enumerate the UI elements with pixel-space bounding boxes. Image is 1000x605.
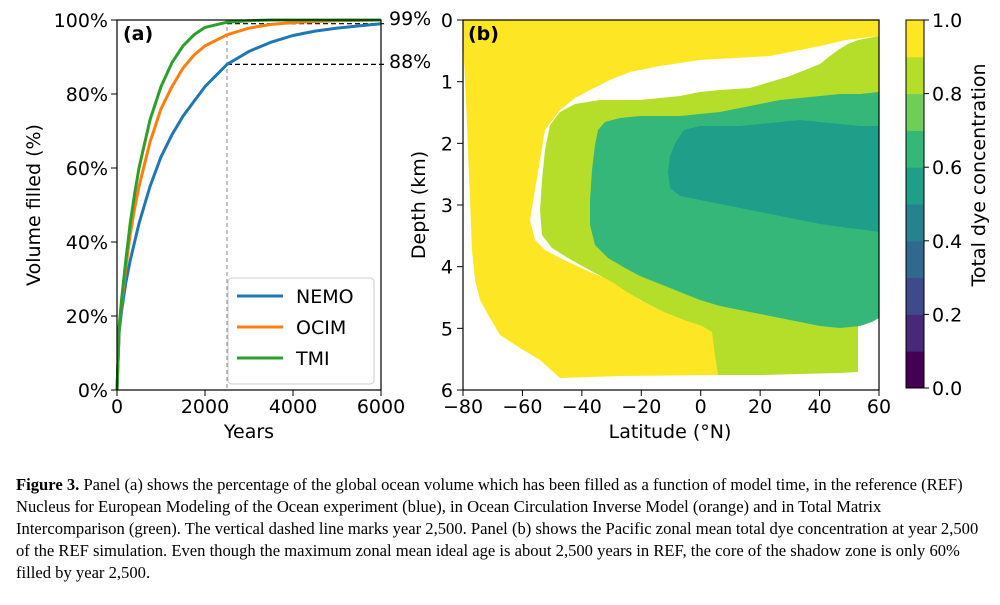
y-tick-label: 80% — [66, 84, 108, 106]
colorbar-segment — [906, 93, 924, 131]
legend-label-ocim: OCIM — [296, 317, 346, 339]
caption-label: Figure 3. — [16, 475, 80, 494]
legend: NEMO OCIM TMI — [227, 277, 375, 385]
depth-tick-label: 6 — [441, 380, 453, 402]
caption-text: Panel (a) shows the percentage of the gl… — [16, 475, 979, 582]
lat-tick-label: 60 — [867, 396, 891, 418]
annotation-99: 99% — [389, 8, 431, 30]
colorbar-segment — [906, 56, 924, 95]
depth-tick-label: 5 — [441, 318, 453, 340]
colorbar-segment — [906, 130, 924, 168]
panel-b-xlabel: Latitude (°N) — [609, 421, 732, 443]
panel-a-ticks: 0 2000 4000 6000 0% 20% 40% 60% 80% 100% — [54, 10, 406, 418]
depth-tick-label: 0 — [441, 10, 453, 32]
colorbar-segment — [906, 351, 924, 389]
x-tick-label: 2000 — [181, 396, 229, 418]
lat-tick-label: −20 — [621, 396, 661, 418]
heatmap-region-1-0 — [463, 20, 879, 378]
lat-tick-label: −60 — [502, 396, 542, 418]
panel-a-ylabel: Volume filled (%) — [23, 124, 45, 286]
panel-a-frame — [116, 19, 382, 391]
y-tick-label: 20% — [66, 306, 108, 328]
depth-tick-label: 3 — [441, 195, 453, 217]
colorbar-tick-label: 0.4 — [932, 231, 962, 253]
panel-b-heatmap: −80 −60 −40 −20 0 20 40 60 0 1 2 3 4 5 6 (b) Latitude … — [408, 10, 990, 443]
y-tick-label: 100% — [54, 10, 108, 32]
panel-a-label: (a) — [123, 23, 153, 45]
lat-tick-label: 20 — [748, 396, 772, 418]
lat-tick-label: 0 — [695, 396, 707, 418]
panel-b-ylabel: Depth (km) — [408, 151, 430, 259]
y-tick-label: 60% — [66, 158, 108, 180]
legend-label-nemo: NEMO — [296, 286, 354, 308]
series-nemo — [115, 22, 382, 391]
colorbar-tick-label: 0.8 — [932, 84, 962, 106]
panel-a-xlabel: Years — [223, 421, 274, 443]
depth-tick-label: 2 — [441, 133, 453, 155]
x-tick-label: 6000 — [357, 396, 405, 418]
colorbar-segment — [906, 20, 924, 58]
colorbar-segment — [906, 314, 924, 352]
colorbar-segment — [906, 167, 924, 205]
lat-tick-label: 40 — [807, 396, 831, 418]
panel-a-guides — [226, 20, 385, 390]
colorbar-segment — [906, 240, 924, 279]
depth-tick-label: 1 — [441, 72, 453, 94]
y-tick-label: 40% — [66, 232, 108, 254]
colorbar-label: Total dye concentration — [968, 63, 990, 287]
colorbar-tick-label: 0.0 — [932, 378, 962, 400]
colorbar-tick-label: 0.6 — [932, 157, 962, 179]
lat-tick-label: −40 — [562, 396, 602, 418]
panel-b-ticks: −80 −60 −40 −20 0 20 40 60 0 1 2 3 4 5 6 — [441, 10, 891, 418]
figure-caption: Figure 3. Panel (a) shows the percentage… — [16, 474, 988, 584]
panel-b-label: (b) — [468, 23, 499, 45]
heatmap-region-0-7 — [668, 120, 879, 232]
colorbar-frame — [905, 19, 925, 389]
x-tick-label: 0 — [111, 396, 123, 418]
y-tick-label: 0% — [78, 380, 108, 402]
lat-tick-label: −80 — [443, 396, 483, 418]
heatmap-field — [463, 20, 879, 390]
colorbar-tick-label: 0.2 — [932, 304, 962, 326]
depth-tick-label: 4 — [441, 257, 453, 279]
colorbar-tick-label: 1.0 — [932, 10, 962, 32]
colorbar-segment — [906, 204, 924, 242]
legend-label-tmi: TMI — [295, 348, 330, 370]
annotation-88: 88% — [389, 51, 431, 73]
colorbar-segment — [906, 277, 924, 315]
x-tick-label: 4000 — [269, 396, 317, 418]
colorbar: 0.0 0.2 0.4 0.6 0.8 1.0 — [906, 10, 962, 400]
